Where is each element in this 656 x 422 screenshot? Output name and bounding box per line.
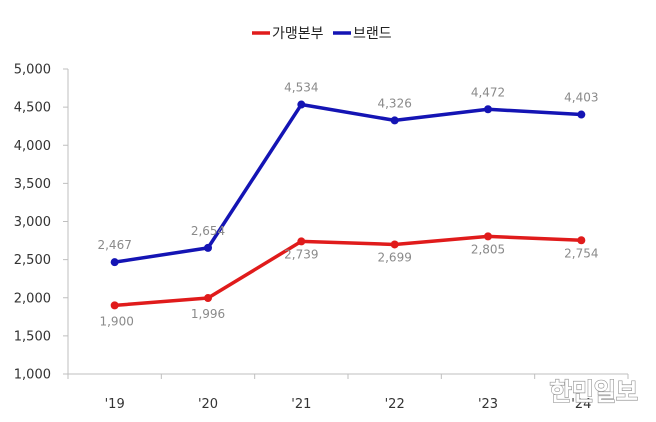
y-tick-label: 1,500 [14,329,51,344]
data-label: 4,534 [284,81,318,95]
x-tick-label: '19 [105,397,125,412]
data-point [204,294,212,303]
data-point [577,110,586,119]
data-label: 1,900 [99,314,133,328]
data-point [484,105,492,114]
data-label: 2,739 [284,247,318,261]
x-tick-label: '21 [291,397,311,412]
data-label: 2,654 [191,224,225,238]
data-point [484,232,492,241]
x-tick-label: '22 [385,397,405,412]
legend-label: 가맹본부 [272,26,324,42]
legend-item-1: 가맹본부 [252,26,324,42]
data-label: 4,326 [377,96,411,110]
data-label: 2,754 [564,246,598,260]
series-lines [110,100,586,310]
data-label: 2,805 [471,242,505,256]
y-tick-label: 3,500 [14,177,51,192]
x-tick-label: '20 [198,397,218,412]
y-tick-label: 2,000 [14,291,51,306]
x-tick-label: '24 [571,397,591,412]
y-tick-label: 3,000 [14,215,51,230]
axes: 1,000 1,500 2,000 2,500 3,000 3,500 4,000 4,500… [14,63,629,412]
data-point [577,236,586,245]
y-tick-label: 4,000 [14,139,51,154]
legend-item-2: 브랜드 [333,26,392,42]
data-point [390,116,399,125]
data-label: 2,467 [97,238,131,252]
y-tick-label: 4,500 [14,101,51,116]
data-point [297,100,306,109]
data-point [390,240,399,249]
x-tick-label: '23 [478,397,498,412]
legend-label: 브랜드 [353,26,392,42]
data-point [297,237,306,246]
data-label: 2,699 [377,250,411,264]
y-tick-label: 1,000 [14,368,51,383]
series-line [114,234,582,308]
series-line [114,102,582,264]
watermark-logo: 한민일보 [550,378,638,406]
data-label: 4,403 [564,91,598,105]
series-1 [110,232,586,310]
data-label: 1,996 [191,307,225,321]
series-2 [110,100,586,267]
data-point [110,301,119,310]
y-tick-label: 2,500 [14,253,51,268]
data-label: 4,472 [471,85,505,99]
data-labels: 1,900 1,996 2,739 2,699 2,805 2,754 2,467 2,654… [97,81,598,329]
legend: 가맹본부 브랜드 [252,26,392,42]
data-point [110,258,119,267]
data-point [204,243,212,252]
y-tick-label: 5,000 [14,63,51,78]
